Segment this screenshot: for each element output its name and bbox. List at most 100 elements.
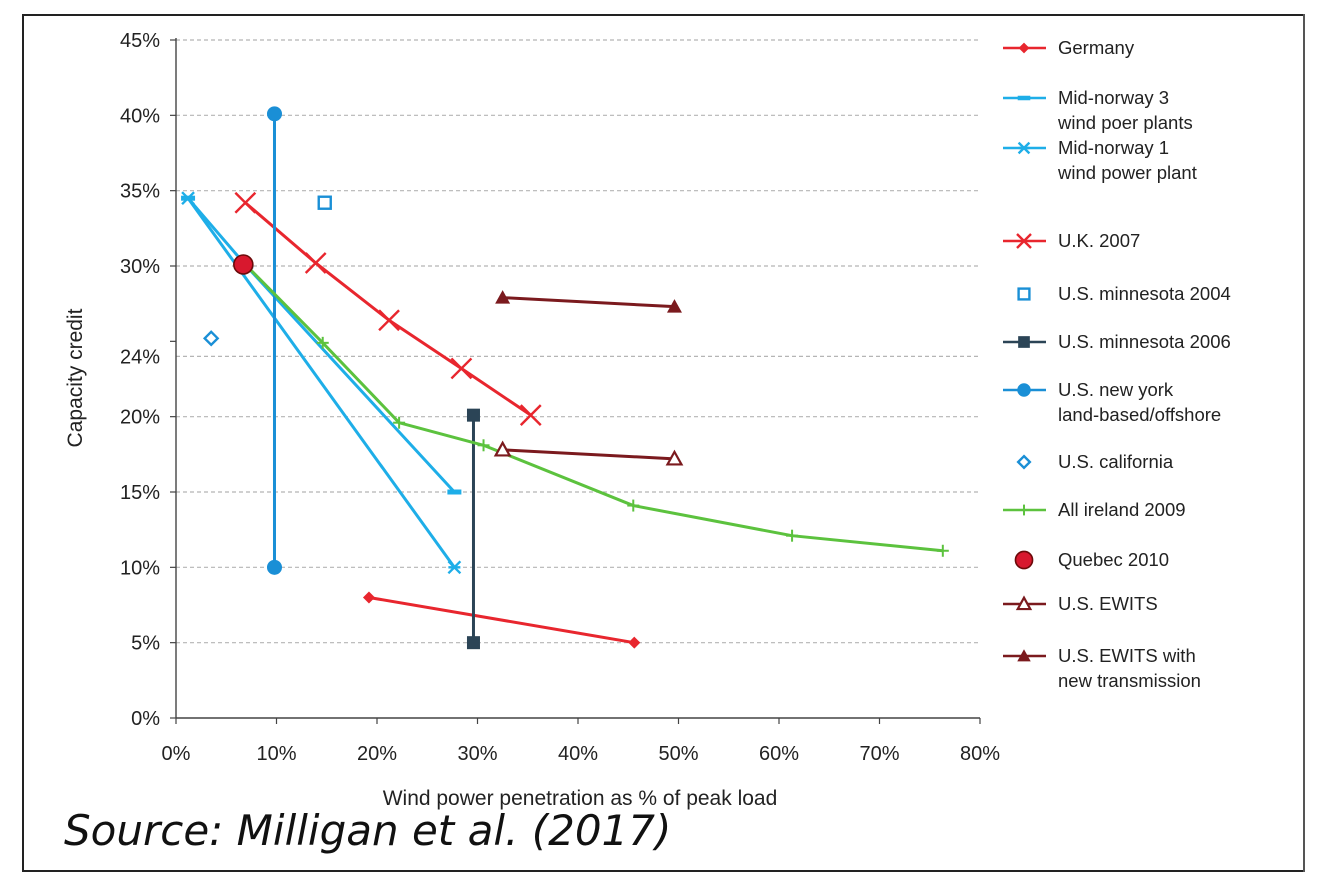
legend-label-line: All ireland 2009 [1058, 499, 1186, 520]
tick-labels: 0% 5% 10% 15% 20% 24% 30% 35% 40% 45% 0% 10% 20% 30% 4… [120, 30, 1000, 765]
data-point [202, 330, 220, 347]
data-point [493, 440, 512, 457]
y-axis-label: Capacity credit [64, 308, 87, 447]
data-point [495, 290, 511, 304]
legend-label: Mid-norway 3 wind poer plants [1057, 87, 1193, 133]
x-tick-label: 30% [457, 743, 497, 765]
x-tick-label: 70% [859, 743, 899, 765]
legend-entry: Quebec 2010 [1014, 549, 1169, 570]
legend-label-line: U.S. minnesota 2006 [1058, 331, 1231, 352]
legend-entry: Mid-norway 3 wind poer plants [1003, 87, 1193, 133]
data-point [786, 529, 799, 542]
legend-label: All ireland 2009 [1058, 499, 1186, 520]
data-point [477, 439, 490, 452]
data-point [627, 499, 640, 512]
legend-entry: U.S. california [1016, 451, 1174, 472]
x-stroke [450, 357, 473, 380]
legend-label: Quebec 2010 [1058, 549, 1169, 570]
x-stroke [304, 252, 327, 274]
x-tick-label: 0% [162, 743, 191, 765]
legend-label-line: Mid-norway 1 [1058, 137, 1169, 158]
legend-entry: U.S. minnesota 2004 [1017, 283, 1231, 304]
legend-label-line: wind power plant [1057, 162, 1197, 183]
series-line [502, 296, 675, 309]
legend-label-line: new transmission [1058, 670, 1201, 691]
legend-label: U.S. new york land-based/offshore [1058, 379, 1221, 425]
series-7 [202, 330, 220, 347]
legend-marker [1016, 454, 1032, 470]
axes [170, 38, 981, 724]
data-point [450, 357, 473, 380]
data-point [519, 404, 542, 427]
x-tick-label: 60% [759, 743, 799, 765]
legend-marker [1016, 233, 1032, 249]
data-point [665, 449, 684, 466]
legend-entry: U.S. EWITS with new transmission [1003, 645, 1201, 691]
series-line [186, 197, 456, 494]
y-tick-label: 35% [120, 181, 160, 203]
data-point [316, 336, 329, 349]
legend-label-line: wind poer plants [1057, 112, 1193, 133]
legend-label-line: U.S. california [1058, 451, 1174, 472]
legend-label: Germany [1058, 37, 1135, 58]
series-11 [495, 290, 682, 313]
y-tick-label: 0% [131, 708, 160, 730]
legend-marker [1017, 95, 1031, 101]
legend-label-line: Mid-norway 3 [1058, 87, 1169, 108]
x-tick-label: 50% [658, 743, 698, 765]
legend-entry: U.S. minnesota 2006 [1003, 331, 1231, 352]
data-point [628, 636, 641, 649]
x-stroke [519, 404, 542, 427]
x-stroke [378, 309, 400, 332]
data-point [447, 560, 462, 575]
data-point [233, 254, 254, 275]
x-axis-label: Wind power penetration as % of peak load [383, 787, 778, 810]
legend-entry: U.S. EWITS [1003, 593, 1158, 614]
legend-marker [1017, 649, 1031, 662]
series-4 [317, 195, 332, 210]
legend-marker [1017, 383, 1031, 397]
y-tick-label: 40% [120, 105, 160, 127]
x-stroke [234, 191, 257, 214]
series-1 [181, 195, 462, 495]
figure-frame [22, 14, 1304, 872]
series-2 [181, 191, 462, 575]
x-tick-label: 40% [558, 743, 598, 765]
y-tick-label: 10% [120, 557, 160, 579]
series-line [186, 197, 456, 569]
legend-entry: U.S. new york land-based/offshore [1003, 379, 1221, 425]
series-0 [362, 591, 641, 649]
legend-label: U.K. 2007 [1058, 230, 1140, 251]
legend-label-line: Quebec 2010 [1058, 549, 1169, 570]
data-point [266, 106, 282, 122]
y-tick-label: 45% [120, 30, 160, 52]
legend-label-line: U.S. EWITS [1058, 593, 1158, 614]
y-tick-label: 30% [120, 256, 160, 278]
legend-marker [1018, 504, 1030, 516]
legend-label-line: U.K. 2007 [1058, 230, 1140, 251]
data-point [304, 252, 327, 274]
series-6 [266, 106, 282, 575]
x-tick-label: 20% [357, 743, 397, 765]
legend-entry: All ireland 2009 [1003, 499, 1186, 520]
legend-label: Mid-norway 1 wind power plant [1057, 137, 1197, 183]
legend-marker [1017, 287, 1031, 301]
legend-label-line: U.S. EWITS with [1058, 645, 1196, 666]
legend-marker [1018, 336, 1030, 348]
legend-label: U.S. EWITS with new transmission [1058, 645, 1201, 691]
x-tick-label: 80% [960, 743, 1000, 765]
data-point [362, 591, 375, 604]
y-tick-label: 5% [131, 633, 160, 655]
legend-marker [1018, 42, 1030, 54]
data-point [378, 309, 400, 332]
legend-label: U.S. EWITS [1058, 593, 1158, 614]
data-point [266, 559, 282, 575]
series-3 [234, 191, 542, 427]
series-line [368, 595, 635, 645]
legend-label: U.S. minnesota 2004 [1058, 283, 1231, 304]
grid-lines [176, 39, 980, 644]
data-point [466, 408, 480, 422]
data-point [317, 195, 332, 210]
y-tick-label: 20% [120, 407, 160, 429]
